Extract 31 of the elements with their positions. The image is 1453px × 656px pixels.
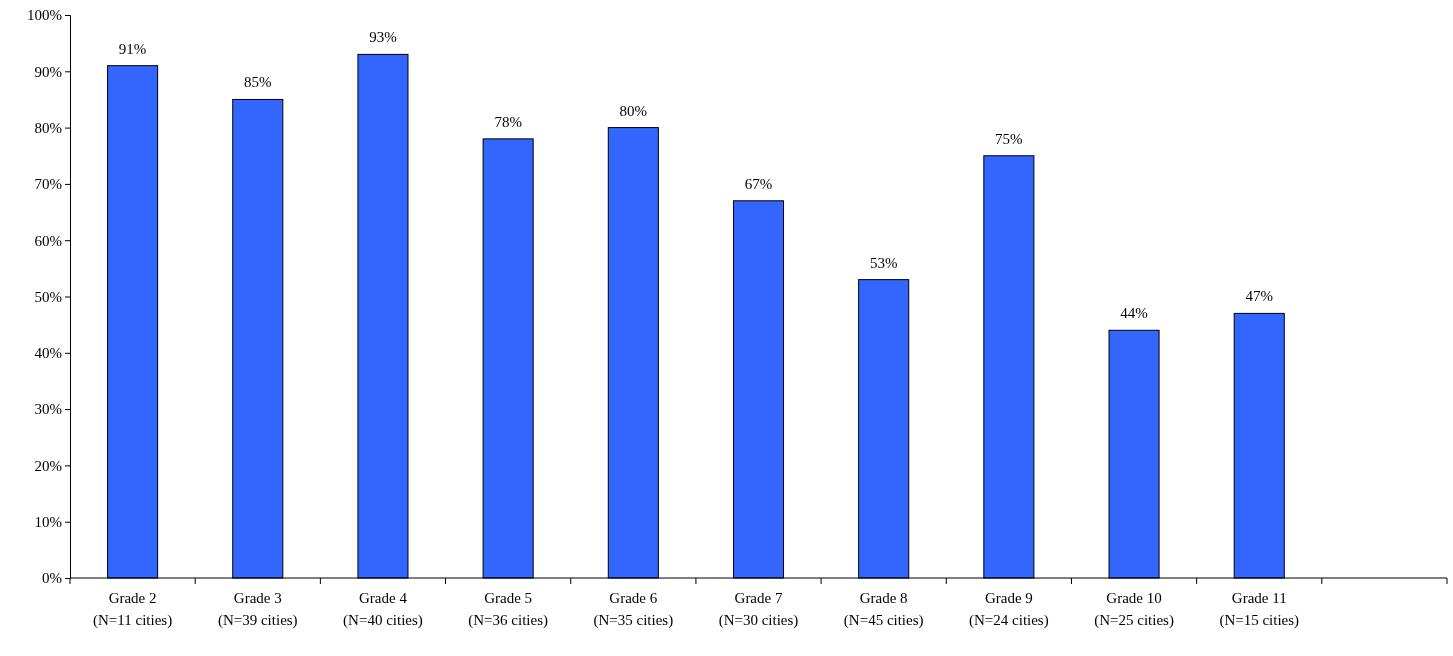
x-tick-label: Grade 6 (N=35 cities) [593, 590, 674, 629]
x-tick-label: Grade 2 (N=11 cities) [93, 590, 173, 629]
data-label: 53% [869, 254, 898, 271]
data-label: 75% [995, 130, 1023, 147]
data-label: 67% [744, 175, 773, 192]
data-label: 85% [244, 74, 272, 91]
x-tick-label: Grade 8 (N=45 cities) [843, 590, 924, 629]
y-tick-label: 70% [34, 176, 62, 193]
x-tick-label: Grade 4 (N=40 cities) [343, 590, 423, 629]
x-tick-label: Grade 3 (N=39 cities) [217, 590, 298, 629]
x-tick-label: Grade 10 (N=25 cities) [1094, 590, 1174, 629]
y-tick-label: 20% [34, 457, 62, 474]
y-tick-label: 0% [42, 570, 62, 587]
data-label: 47% [1245, 288, 1273, 305]
x-tick-label: Grade 5 (N=36 cities) [468, 590, 548, 629]
y-tick-label: 90% [34, 63, 62, 80]
x-tick-label: Grade 9 (N=24 cities) [969, 590, 1049, 629]
data-label: 93% [369, 29, 397, 46]
y-tick-label: 60% [34, 232, 62, 249]
y-tick-label: 50% [34, 288, 62, 305]
data-label: 44% [1120, 305, 1148, 322]
data-label: 80% [619, 102, 648, 119]
y-tick-label: 80% [34, 119, 62, 136]
y-tick-label: 40% [34, 345, 62, 362]
data-label: 91% [118, 40, 147, 57]
y-tick-label: 100% [27, 7, 62, 24]
y-tick-label: 10% [34, 514, 62, 530]
data-label: 78% [494, 113, 522, 130]
x-tick-label: Grade 7 (N=30 cities) [718, 590, 799, 629]
x-tick-label: Grade 11 (N=15 cities) [1219, 590, 1300, 629]
y-tick-label: 30% [34, 401, 62, 418]
